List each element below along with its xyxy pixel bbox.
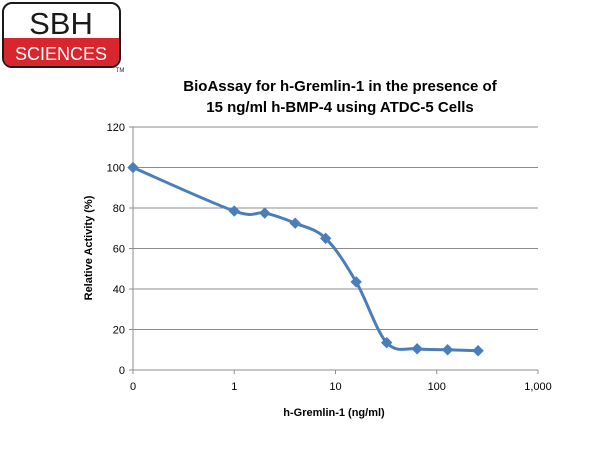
y-axis-label: Relative Activity (%)	[83, 195, 95, 300]
x-tick-label: 10	[329, 381, 341, 393]
x-tick-label: 1,000	[524, 381, 552, 393]
logo-text-sbh: SBH	[29, 6, 93, 41]
data-point-marker	[319, 232, 332, 245]
x-axis-label: h-Gremlin-1 (ng/ml)	[283, 407, 385, 419]
logo-trademark: TM	[116, 68, 125, 74]
series-markers	[127, 161, 484, 357]
logo-text-sciences: SCIENCES	[15, 44, 107, 64]
data-point-marker	[259, 207, 271, 219]
logo-red-band	[4, 38, 119, 66]
gridlines	[133, 126, 538, 330]
y-tick-label: 120	[107, 122, 125, 134]
chart-title-line-1: BioAssay for h-Gremlin-1 in the presence…	[183, 78, 497, 95]
x-axis-ticks: 0 1 10 100 1,000	[130, 370, 552, 393]
x-tick-label: 0	[130, 381, 136, 393]
y-tick-label: 100	[107, 163, 125, 175]
data-point-marker	[350, 276, 362, 288]
y-axis-ticks: 0 20 40 60 80 100 120	[107, 122, 133, 377]
data-point-marker	[289, 217, 301, 229]
y-tick-label: 40	[113, 284, 125, 296]
y-tick-label: 20	[113, 325, 125, 337]
sbh-sciences-logo: SBH SCIENCES TM	[2, 2, 125, 74]
data-point-marker	[411, 343, 423, 355]
y-tick-label: 80	[113, 203, 125, 215]
y-tick-label: 60	[113, 244, 125, 256]
data-point-marker	[127, 161, 139, 174]
x-tick-label: 100	[428, 381, 446, 393]
x-tick-label: 1	[231, 381, 237, 393]
series-line	[132, 166, 479, 353]
data-point-marker	[472, 345, 484, 357]
data-point-marker	[380, 336, 393, 349]
y-tick-label: 0	[119, 365, 125, 377]
data-point-marker	[228, 205, 240, 217]
data-point-marker	[441, 344, 454, 356]
chart-title-line-2: 15 ng/ml h-BMP-4 using ATDC-5 Cells	[206, 99, 474, 116]
